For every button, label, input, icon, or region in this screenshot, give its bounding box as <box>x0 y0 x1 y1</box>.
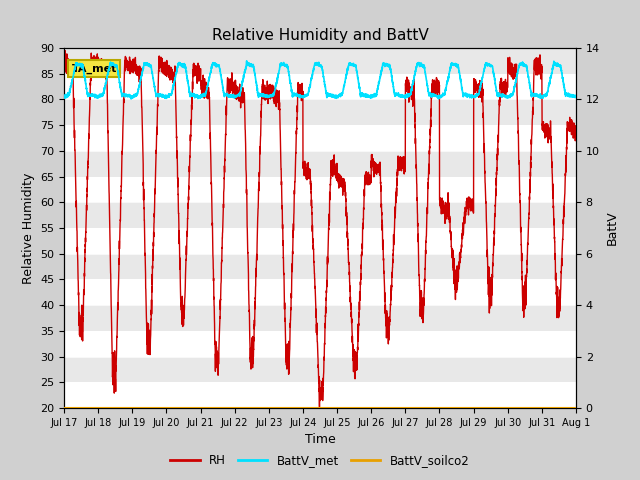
X-axis label: Time: Time <box>305 433 335 446</box>
Bar <box>64 331 576 357</box>
Y-axis label: Relative Humidity: Relative Humidity <box>22 172 35 284</box>
Bar <box>64 48 576 74</box>
Title: Relative Humidity and BattV: Relative Humidity and BattV <box>212 28 428 43</box>
Text: TA_met: TA_met <box>72 63 117 73</box>
Y-axis label: BattV: BattV <box>605 211 618 245</box>
Bar <box>64 254 576 279</box>
Bar <box>64 382 576 408</box>
Bar <box>64 202 576 228</box>
Bar <box>64 177 576 202</box>
Bar <box>64 357 576 382</box>
Bar <box>64 279 576 305</box>
Bar <box>64 99 576 125</box>
Bar <box>64 305 576 331</box>
Bar <box>64 74 576 99</box>
Bar <box>64 228 576 254</box>
Bar <box>64 125 576 151</box>
Bar <box>64 151 576 177</box>
Legend: RH, BattV_met, BattV_soilco2: RH, BattV_met, BattV_soilco2 <box>166 449 474 472</box>
